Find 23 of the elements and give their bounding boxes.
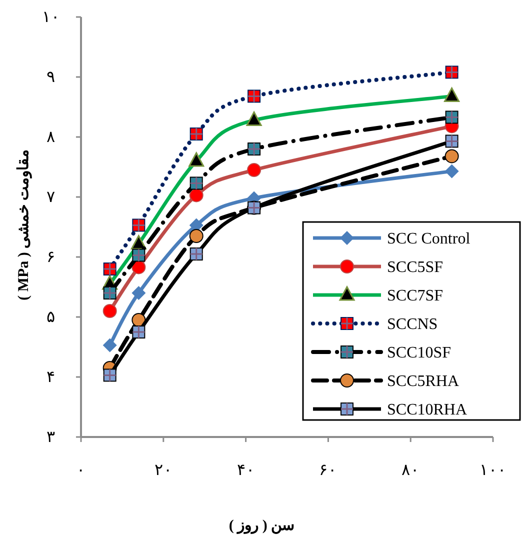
- y-tick-label: ۴: [46, 369, 56, 386]
- x-tick-label: ۰: [76, 462, 86, 479]
- y-axis-title: مقاومت خمشی ( MPa ): [16, 150, 32, 300]
- x-tick-label: ۶۰: [319, 462, 338, 479]
- legend-label: SCC10RHA: [387, 402, 468, 418]
- y-tick-label: ۷: [46, 189, 56, 206]
- y-tick-label: ۱۰: [42, 9, 60, 26]
- legend-label: SCC Control: [387, 230, 471, 248]
- x-axis-title: سن ( روز ): [228, 518, 296, 534]
- legend-label: SCC10SF: [387, 344, 452, 362]
- y-tick-label: ۳: [46, 429, 56, 446]
- y-tick-label: ۶: [46, 249, 56, 266]
- legend-label: SCC7SF: [387, 288, 444, 304]
- x-tick-label: ۸۰: [402, 462, 420, 479]
- y-tick-label: ۹: [46, 69, 56, 86]
- y-tick-label: ۵: [46, 309, 56, 326]
- x-tick-label: ۲۰: [154, 462, 172, 479]
- legend-label: SCC5SF: [387, 259, 444, 276]
- x-tick-label: ۴۰: [236, 462, 255, 479]
- legend-label: SCCNS: [387, 316, 438, 333]
- legend-label: SCC5RHA: [387, 373, 460, 390]
- y-tick-label: ۸: [46, 129, 56, 146]
- x-tick-label: ۱۰۰: [480, 462, 506, 479]
